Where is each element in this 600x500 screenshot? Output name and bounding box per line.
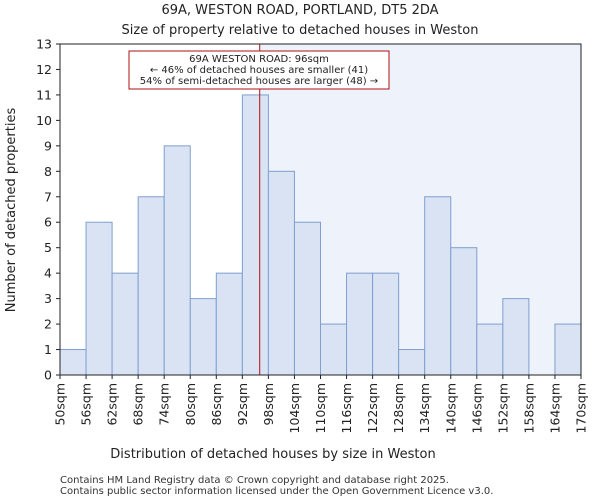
bar-128sqm xyxy=(398,349,426,376)
bar-152sqm xyxy=(502,298,530,376)
y-tick-label: 8 xyxy=(44,164,52,179)
chart-title: 69A, WESTON ROAD, PORTLAND, DT5 2DA xyxy=(161,3,438,18)
y-tick-label: 13 xyxy=(36,37,52,52)
y-tick-label: 11 xyxy=(36,87,52,102)
y-tick-label: 2 xyxy=(44,317,52,332)
chart-subtitle: Size of property relative to detached ho… xyxy=(122,23,479,38)
x-tick-label: 140sqm xyxy=(443,383,458,433)
annotation-line-1: 69A WESTON ROAD: 96sqm xyxy=(189,54,329,65)
x-tick-label: 98sqm xyxy=(261,383,276,426)
bars xyxy=(59,94,582,376)
x-tick-label: 146sqm xyxy=(469,383,484,433)
bar-134sqm xyxy=(424,196,452,376)
bar-146sqm xyxy=(476,323,504,376)
x-tick-label: 128sqm xyxy=(391,383,406,433)
bar-122sqm xyxy=(372,272,400,376)
y-tick-label: 0 xyxy=(44,368,52,383)
x-tick-label: 92sqm xyxy=(235,383,250,426)
x-tick-label: 104sqm xyxy=(287,383,302,433)
bar-92sqm xyxy=(241,94,269,376)
bar-56sqm xyxy=(85,221,113,376)
footer-line-2: Contains public sector information licen… xyxy=(60,486,493,497)
bar-50sqm xyxy=(59,349,87,376)
bar-110sqm xyxy=(320,323,348,376)
x-tick-label: 110sqm xyxy=(313,383,328,433)
x-axis-label: Distribution of detached houses by size … xyxy=(110,447,435,462)
y-tick-label: 1 xyxy=(44,342,52,357)
bar-98sqm xyxy=(267,170,295,376)
x-tick-label: 122sqm xyxy=(365,383,380,433)
footer-line-1: Contains HM Land Registry data © Crown c… xyxy=(60,475,449,486)
x-tick-label: 68sqm xyxy=(131,383,146,426)
annotation-box xyxy=(128,50,390,90)
bar-86sqm xyxy=(215,272,243,376)
annotation-line-2: ← 46% of detached houses are smaller (41… xyxy=(150,65,368,76)
y-tick-label: 3 xyxy=(44,291,52,306)
y-tick-label: 10 xyxy=(36,113,52,128)
bar-80sqm xyxy=(189,298,217,376)
bar-74sqm xyxy=(163,145,191,376)
bar-164sqm xyxy=(554,323,582,376)
x-tick-label: 62sqm xyxy=(105,383,120,426)
x-tick-label: 50sqm xyxy=(53,383,68,426)
x-tick-label: 86sqm xyxy=(209,383,224,426)
bar-140sqm xyxy=(450,247,478,376)
bar-116sqm xyxy=(346,272,374,376)
x-tick-label: 152sqm xyxy=(495,383,510,433)
x-tick-label: 158sqm xyxy=(521,383,536,433)
y-tick-label: 6 xyxy=(44,215,52,230)
bar-62sqm xyxy=(111,272,139,376)
x-tick-label: 134sqm xyxy=(417,383,432,433)
bar-68sqm xyxy=(137,196,165,376)
y-tick-label: 7 xyxy=(44,189,52,204)
x-tick-label: 80sqm xyxy=(183,383,198,426)
x-tick-label: 170sqm xyxy=(574,383,589,433)
bar-104sqm xyxy=(293,221,322,376)
x-axis-ticks: 50sqm 56sqm 62sqm 68sqm 74sqm 80sqm 86sqm 92sqm… xyxy=(53,375,589,433)
y-tick-label: 9 xyxy=(44,138,52,153)
annotation-line-3: 54% of semi-detached houses are larger (… xyxy=(140,76,378,87)
y-tick-label: 5 xyxy=(44,240,52,255)
y-tick-label: 12 xyxy=(36,62,52,77)
x-tick-label: 56sqm xyxy=(79,383,94,426)
x-tick-label: 116sqm xyxy=(339,383,354,433)
y-tick-label: 4 xyxy=(44,266,52,281)
marker-annotation: 69A WESTON ROAD: 96sqm ← 46% of detached… xyxy=(128,50,390,90)
x-tick-label: 164sqm xyxy=(547,383,562,433)
plot-frame xyxy=(59,43,582,376)
y-axis-label: Number of detached properties xyxy=(4,108,19,313)
x-tick-label: 74sqm xyxy=(157,383,172,426)
